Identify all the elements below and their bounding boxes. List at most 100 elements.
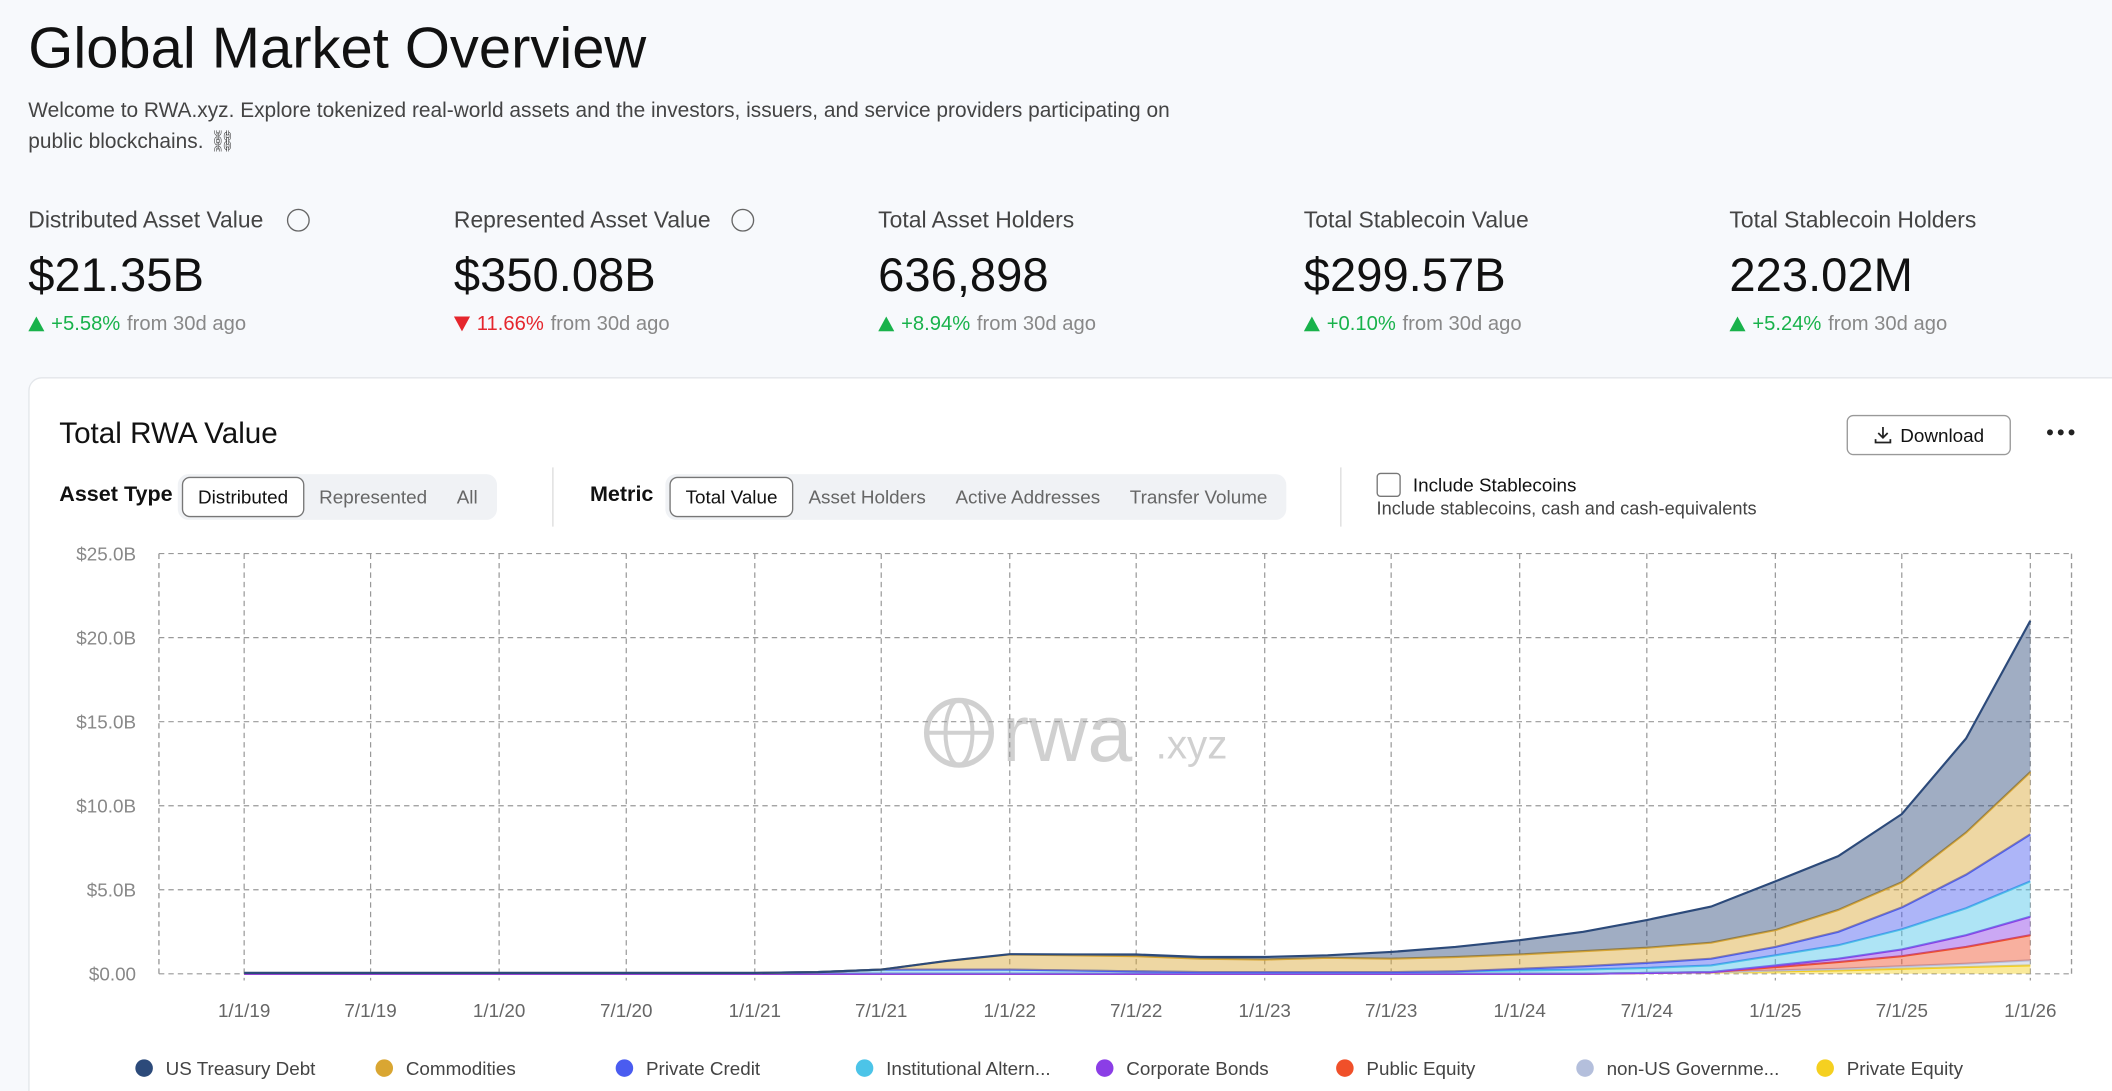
download-icon (1874, 426, 1892, 444)
page-description: Welcome to RWA.xyz. Explore tokenized re… (28, 99, 1170, 154)
info-icon (731, 208, 755, 232)
download-button[interactable]: Download (1846, 414, 2011, 456)
info-icon (286, 208, 310, 232)
stablecoin-hint: Include stablecoins, cash and cash-equiv… (1376, 498, 1757, 519)
legend-label: US Treasury Debt (166, 1058, 317, 1079)
legend-label: non-US Governme... (1607, 1058, 1780, 1079)
stat-label: Represented Asset Value (453, 207, 711, 234)
y-tick-label: $5.0B (87, 879, 136, 900)
metric-toggle: Total Value Asset Holders Active Addresses… (665, 474, 1287, 520)
stat-change: +5.24% from 30d ago (1729, 312, 1947, 335)
arrow-up (1729, 316, 1746, 332)
stat-label: Distributed Asset Value (28, 207, 264, 234)
change-value: +0.10% (1326, 312, 1396, 336)
y-tick-label: $15.0B (76, 711, 136, 732)
legend-swatch (615, 1059, 634, 1077)
watermark-main: rwa (1002, 689, 1132, 779)
x-tick-label: 7/1/24 (1621, 1000, 1673, 1021)
page-title: Global Market Overview (28, 16, 647, 81)
watermark: rwa .xyz (923, 689, 1228, 779)
stat-value: $21.35B (28, 249, 204, 302)
toggle-option[interactable]: Transfer Volume (1129, 486, 1268, 508)
legend-label: Institutional Altern... (886, 1058, 1050, 1079)
change-value: +8.94% (901, 312, 971, 336)
legend-swatch (1576, 1059, 1594, 1077)
separator (552, 467, 554, 527)
stat-value: 223.02M (1729, 249, 1913, 302)
x-tick-label: 1/1/22 (984, 1000, 1036, 1021)
toggle-option[interactable]: Total Value (669, 476, 794, 518)
watermark-suffix: .xyz (1156, 721, 1228, 767)
toggle-option[interactable]: Asset Holders (808, 486, 926, 508)
y-tick-label: $10.0B (76, 795, 136, 816)
stablecoin-label[interactable]: Include Stablecoins (1412, 474, 1577, 496)
arrow-up (878, 316, 895, 332)
x-tick-label: 7/1/25 (1876, 1000, 1928, 1021)
legend-swatch (1095, 1059, 1114, 1077)
legend-label: Public Equity (1366, 1058, 1476, 1079)
stat-label: Total Stablecoin Value (1303, 207, 1529, 234)
asset-type-label: Asset Type (59, 483, 173, 507)
x-tick-label: 1/1/23 (1239, 1000, 1291, 1021)
change-value: +5.58% (51, 312, 121, 336)
separator (1340, 467, 1342, 527)
stat-value: $350.08B (453, 249, 656, 302)
legend-swatch (135, 1059, 153, 1077)
toggle-option[interactable]: Distributed (181, 476, 305, 518)
area (244, 620, 2031, 973)
x-tick-label: 1/1/20 (473, 1000, 525, 1021)
change-suffix: from 30d ago (1828, 312, 1948, 336)
x-tick-label: 1/1/25 (1749, 1000, 1801, 1021)
y-tick-label: $20.0B (76, 627, 136, 648)
x-tick-label: 7/1/22 (1110, 1000, 1162, 1021)
more-menu[interactable] (2046, 424, 2078, 440)
change-value: +5.24% (1752, 312, 1822, 336)
change-suffix: from 30d ago (127, 312, 247, 336)
stablecoin-checkbox[interactable] (1376, 472, 1401, 498)
toggle-option[interactable]: All (456, 486, 478, 508)
legend-label: Private Credit (646, 1058, 761, 1079)
toggle-option[interactable]: Represented (319, 486, 428, 508)
stat-value: 636,898 (878, 249, 1049, 302)
x-tick-label: 1/1/19 (218, 1000, 270, 1021)
area (244, 965, 2031, 974)
card-title: Total RWA Value (59, 416, 278, 450)
legend-label: Commodities (406, 1058, 516, 1079)
asset-type-toggle: Distributed Represented All (177, 474, 497, 520)
stat-change: 11.66% from 30d ago (453, 312, 670, 336)
arrow-down (453, 316, 471, 332)
stat-change: +5.58% from 30d ago (28, 312, 246, 335)
change-value: 11.66% (476, 312, 544, 336)
x-tick-label: 1/1/21 (729, 1000, 781, 1021)
change-suffix: from 30d ago (550, 312, 670, 336)
change-suffix: from 30d ago (976, 312, 1096, 336)
arrow-up (28, 316, 45, 332)
stat-label: Total Asset Holders (878, 207, 1075, 234)
legend-label: Corporate Bonds (1126, 1058, 1268, 1079)
legend-label: Private Equity (1847, 1058, 1964, 1079)
x-tick-label: 7/1/19 (344, 1000, 396, 1021)
stat-change: +8.94% from 30d ago (878, 312, 1096, 335)
y-tick-label: $25.0B (76, 543, 136, 564)
stat-label: Total Stablecoin Holders (1729, 207, 1977, 234)
x-tick-label: 7/1/21 (855, 1000, 907, 1021)
legend-swatch (1816, 1059, 1834, 1077)
area (244, 772, 2031, 973)
x-tick-label: 1/1/24 (1493, 1000, 1545, 1021)
x-tick-label: 7/1/23 (1365, 1000, 1417, 1021)
area-line (244, 620, 2032, 975)
change-suffix: from 30d ago (1402, 312, 1522, 336)
download-label: Download (1900, 424, 1985, 446)
legend-swatch (855, 1059, 874, 1077)
stat-value: $299.57B (1303, 249, 1506, 302)
stat-change: +0.10% from 30d ago (1303, 312, 1522, 336)
metric-label: Metric (589, 483, 654, 507)
toggle-option[interactable]: Active Addresses (955, 486, 1101, 508)
y-tick-label: $0.00 (89, 964, 136, 985)
x-tick-label: 7/1/20 (600, 1000, 652, 1021)
x-tick-label: 1/1/26 (2004, 1000, 2056, 1021)
arrow-up (1303, 316, 1320, 332)
legend-swatch (375, 1059, 394, 1077)
